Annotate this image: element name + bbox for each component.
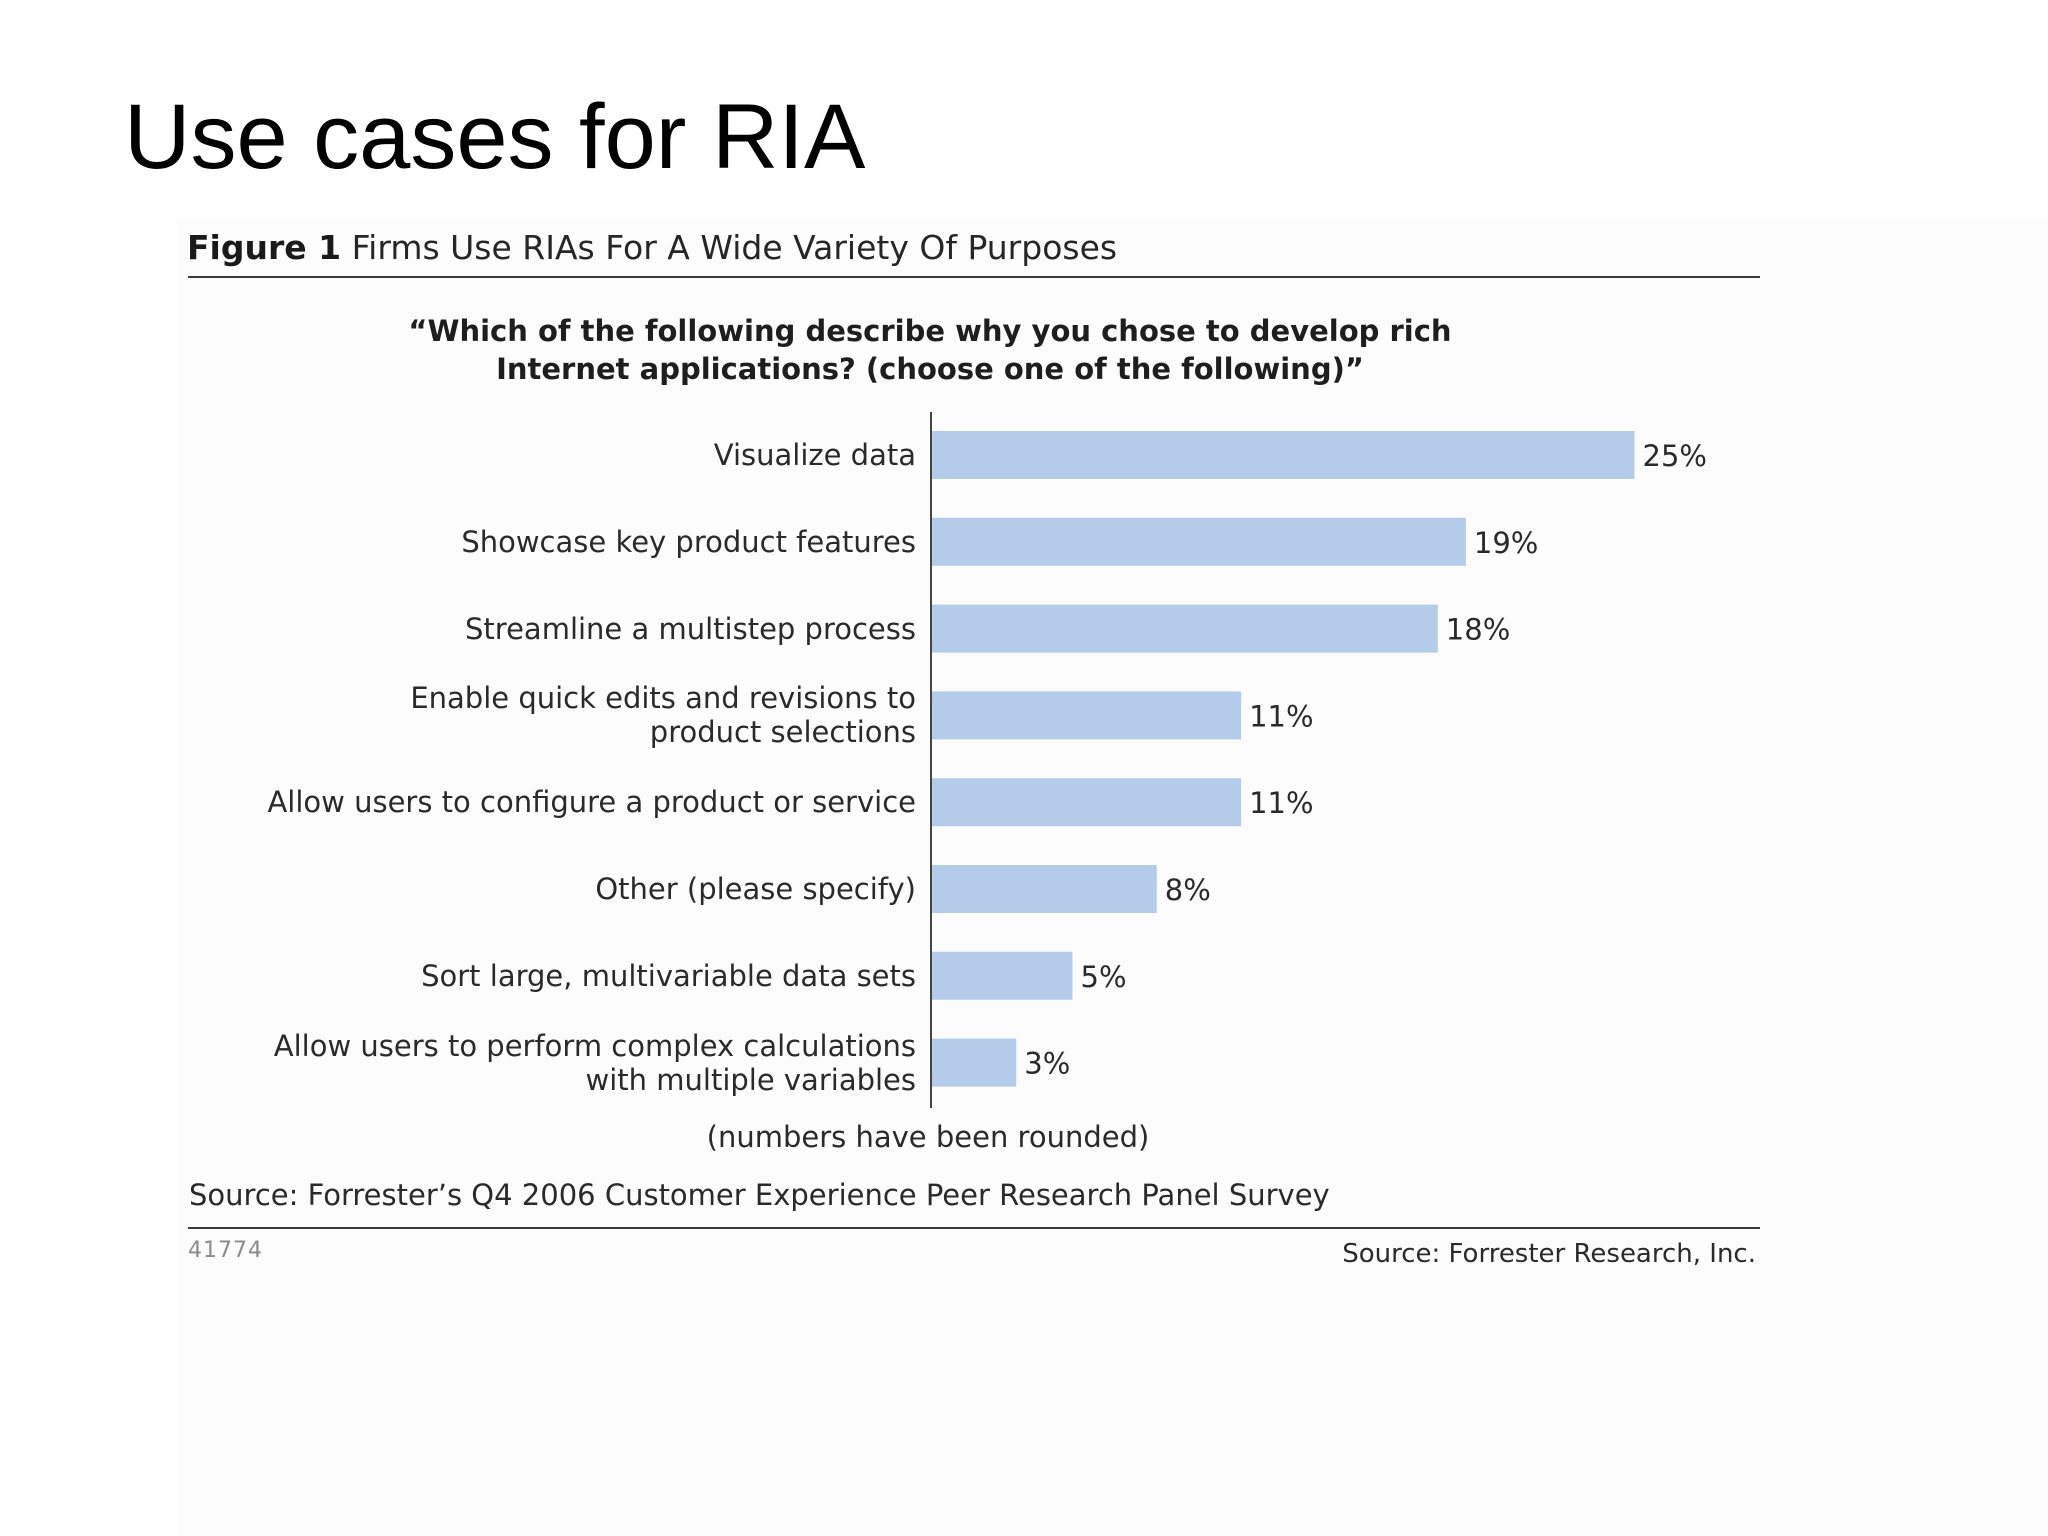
- bar-value-label-8: 3%: [1024, 1047, 1070, 1081]
- bar-value-label-1: 25%: [1643, 439, 1707, 473]
- category-label-line: Showcase key product features: [461, 524, 916, 559]
- category-label-7: Sort large, multivariable data sets: [421, 959, 916, 993]
- category-label-line: Sort large, multivariable data sets: [421, 958, 916, 993]
- bar-value-label-4: 11%: [1249, 699, 1313, 733]
- top-divider: [188, 276, 1760, 278]
- category-label-5: Allow users to configure a product or se…: [267, 785, 916, 819]
- figure-caption-text: Firms Use RIAs For A Wide Variety Of Pur…: [351, 228, 1118, 267]
- category-label-line: product selections: [649, 715, 916, 750]
- slide-title: Use cases for RIA: [124, 86, 866, 188]
- survey-question-line-1: “Which of the following describe why you…: [408, 314, 1452, 348]
- category-label-line: with multiple variables: [585, 1062, 916, 1097]
- category-label-4: Enable quick edits and revisions to produ…: [410, 681, 916, 749]
- bar-4: [932, 691, 1242, 740]
- bar-8: [932, 1038, 1017, 1087]
- figure-id: 41774: [188, 1238, 263, 1263]
- category-label-line: Allow users to perform complex calculati…: [273, 1028, 916, 1063]
- category-label-line: Enable quick edits and revisions to: [410, 681, 916, 716]
- figure-number: Figure 1: [187, 228, 342, 267]
- bar-value-label-2: 19%: [1474, 526, 1538, 560]
- bar-6: [932, 865, 1157, 913]
- category-label-line: Allow users to configure a product or se…: [267, 785, 916, 820]
- bar-value-label-3: 18%: [1446, 613, 1510, 647]
- category-label-3: Streamline a multistep process: [465, 612, 916, 646]
- bar-1: [932, 431, 1635, 479]
- category-label-2: Showcase key product features: [461, 525, 916, 559]
- bar-3: [932, 604, 1438, 653]
- bar-7: [932, 951, 1073, 1000]
- publisher-source: Source: Forrester Research, Inc.: [1342, 1239, 1756, 1269]
- category-label-6: Other (please specify): [595, 872, 916, 906]
- rounding-note: (numbers have been rounded): [706, 1120, 1150, 1154]
- category-label-line: Other (please specify): [595, 872, 916, 906]
- bar-5: [932, 778, 1242, 827]
- bar-value-label-5: 11%: [1249, 786, 1313, 820]
- category-label-line: Streamline a multistep process: [465, 611, 916, 646]
- survey-source: Source: Forrester’s Q4 2006 Customer Exp…: [189, 1178, 1330, 1212]
- category-label-8: Allow users to perform complex calculati…: [274, 1029, 916, 1097]
- survey-question-line-2: Internet applications? (choose one of th…: [496, 352, 1364, 386]
- bar-value-label-7: 5%: [1081, 960, 1127, 994]
- figure-caption: Figure 1 Firms Use RIAs For A Wide Varie…: [187, 224, 1117, 272]
- bar-2: [932, 517, 1466, 566]
- bar-value-label-6: 8%: [1165, 873, 1211, 907]
- survey-question: “Which of the following describe why you…: [360, 312, 1500, 388]
- category-label-1: Visualize data: [714, 438, 916, 472]
- category-label-line: Visualize data: [713, 438, 916, 472]
- bottom-divider: [188, 1227, 1760, 1229]
